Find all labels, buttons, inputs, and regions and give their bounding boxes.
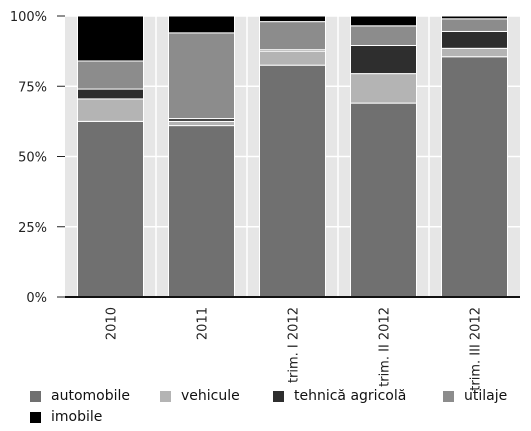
legend-item: automobile (30, 388, 130, 404)
bar-segment-vehicule (350, 73, 417, 104)
legend-label: vehicule (181, 388, 240, 404)
legend-swatch (30, 411, 41, 423)
legend-item: imobile (30, 409, 102, 425)
y-tick-label: 50% (18, 151, 47, 166)
bar-segment-tehnică-agricolă (77, 88, 144, 100)
y-tick-label: 0% (26, 291, 47, 306)
x-tick-label: trim. III 2012 (469, 307, 484, 391)
bar-segment-tehnică-agricolă (441, 30, 508, 49)
y-tick-label: 25% (18, 221, 47, 236)
legend-swatch (160, 390, 171, 402)
bar-segment-automobile (168, 125, 235, 298)
bar-segment-utilaje (77, 60, 144, 90)
bar-segment-imobile (77, 15, 144, 62)
bar-segment-vehicule (441, 47, 508, 58)
bar-segment-tehnică-agricolă (350, 45, 417, 75)
legend-swatch (443, 390, 454, 402)
legend-label: tehnică agricolă (294, 388, 407, 404)
bar-segment-imobile (168, 15, 235, 34)
y-tick-label: 100% (10, 10, 47, 25)
bar-segment-vehicule (259, 50, 326, 66)
bar-segment-utilaje (259, 21, 326, 51)
bar-segment-vehicule (77, 98, 144, 122)
bar-segment-automobile (77, 120, 144, 298)
legend-swatch (273, 390, 284, 402)
bar-segment-utilaje (168, 32, 235, 120)
x-tick-label: trim. II 2012 (378, 307, 393, 387)
x-tick-label: 2011 (196, 307, 211, 340)
x-tick-label: trim. I 2012 (287, 307, 302, 383)
bar-segment-imobile (350, 15, 417, 27)
legend-label: imobile (51, 409, 103, 425)
legend-swatch (30, 390, 41, 402)
bar-segment-utilaje (441, 18, 508, 32)
bar-segment-imobile (441, 15, 508, 20)
bar-segment-utilaje (350, 25, 417, 47)
bar-segment-automobile (350, 102, 417, 298)
bars (77, 15, 508, 298)
bar-segment-automobile (259, 64, 326, 298)
bar-segment-imobile (259, 15, 326, 23)
x-axis: 2010 2011 trim. I 2012 trim. II 2012 trim. I… (65, 296, 520, 391)
legend-item: vehicule (160, 388, 240, 404)
legend-item: tehnică agricolă (273, 388, 406, 404)
bar-segment-vehicule (168, 120, 235, 127)
legend-item: utilaje (443, 388, 507, 404)
bar-segment-automobile (441, 56, 508, 298)
legend-label: automobile (51, 388, 130, 404)
y-tick-label: 75% (18, 80, 47, 95)
legend-label: utilaje (464, 388, 508, 404)
x-tick-label: 2010 (105, 307, 120, 340)
y-axis: 0% 25% 50% 75% 100% (10, 10, 65, 306)
